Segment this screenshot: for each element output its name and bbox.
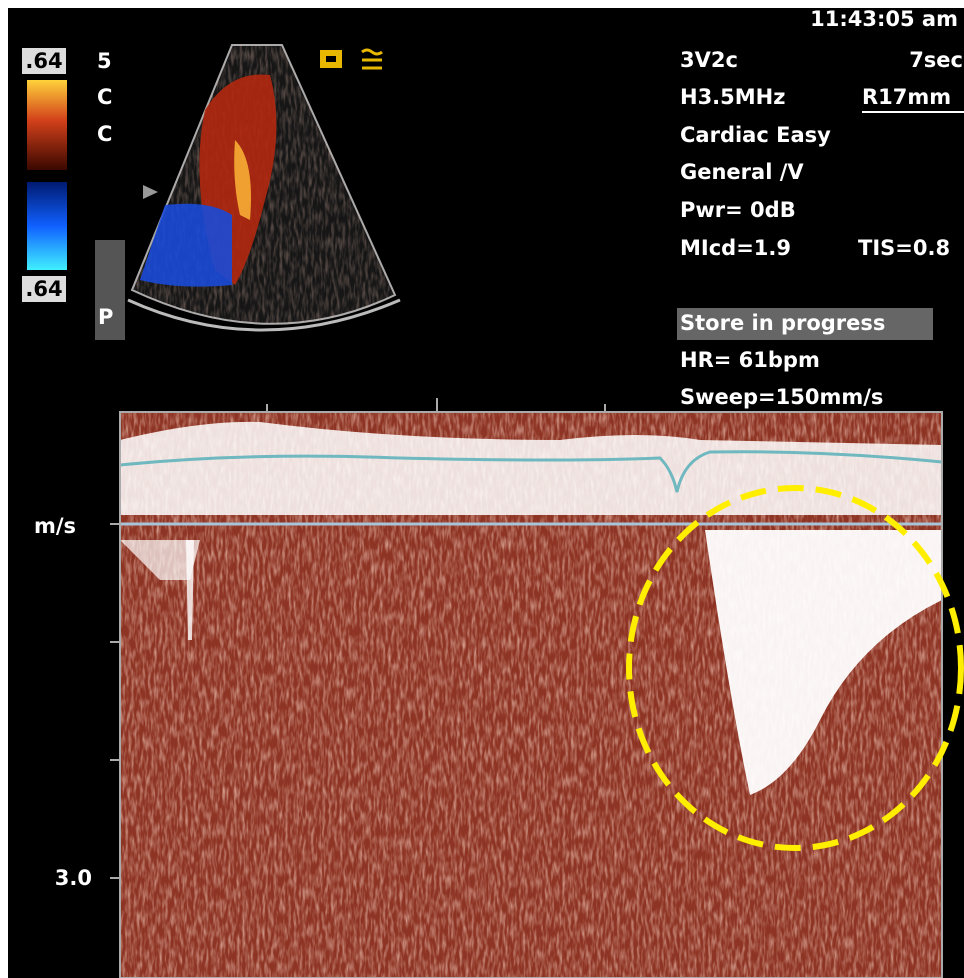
scale-top: .64 [25,49,62,73]
scale-bottom: .64 [25,277,62,301]
setting: General /V [680,160,804,184]
status: HR= 61bpm [680,348,820,372]
setting: TIS=0.8 [858,236,950,260]
ultrasound-screen: .64 .64 5 C C P 11:43:05 am 3V2c 7sec H3… [0,0,964,978]
time: 11:43:05 am [810,7,958,31]
scale-label: 3.0 [55,866,92,890]
left-label: C [97,122,112,146]
button-label: P [98,305,113,329]
setting: Pwr= 0dB [680,198,796,222]
icon [326,56,336,62]
setting: H3.5MHz [680,85,785,109]
unit-label: m/s [34,514,76,538]
status: Store in progress [680,311,885,335]
setting: Cardiac Easy [680,123,831,147]
doppler-panel [120,412,942,978]
setting: 3V2c [680,48,738,72]
left-label: 5 [97,49,112,73]
color-bar-warm [27,80,67,170]
setting: 7sec [909,48,963,72]
left-label: C [97,85,112,109]
status: Sweep=150mm/s [680,385,883,409]
setting: R17mm [862,85,951,109]
color-bar-cool [27,182,67,270]
page: .64 .64 5 C C P 11:43:05 am 3V2c 7sec H3… [0,0,964,978]
setting: MIcd=1.9 [680,236,791,260]
